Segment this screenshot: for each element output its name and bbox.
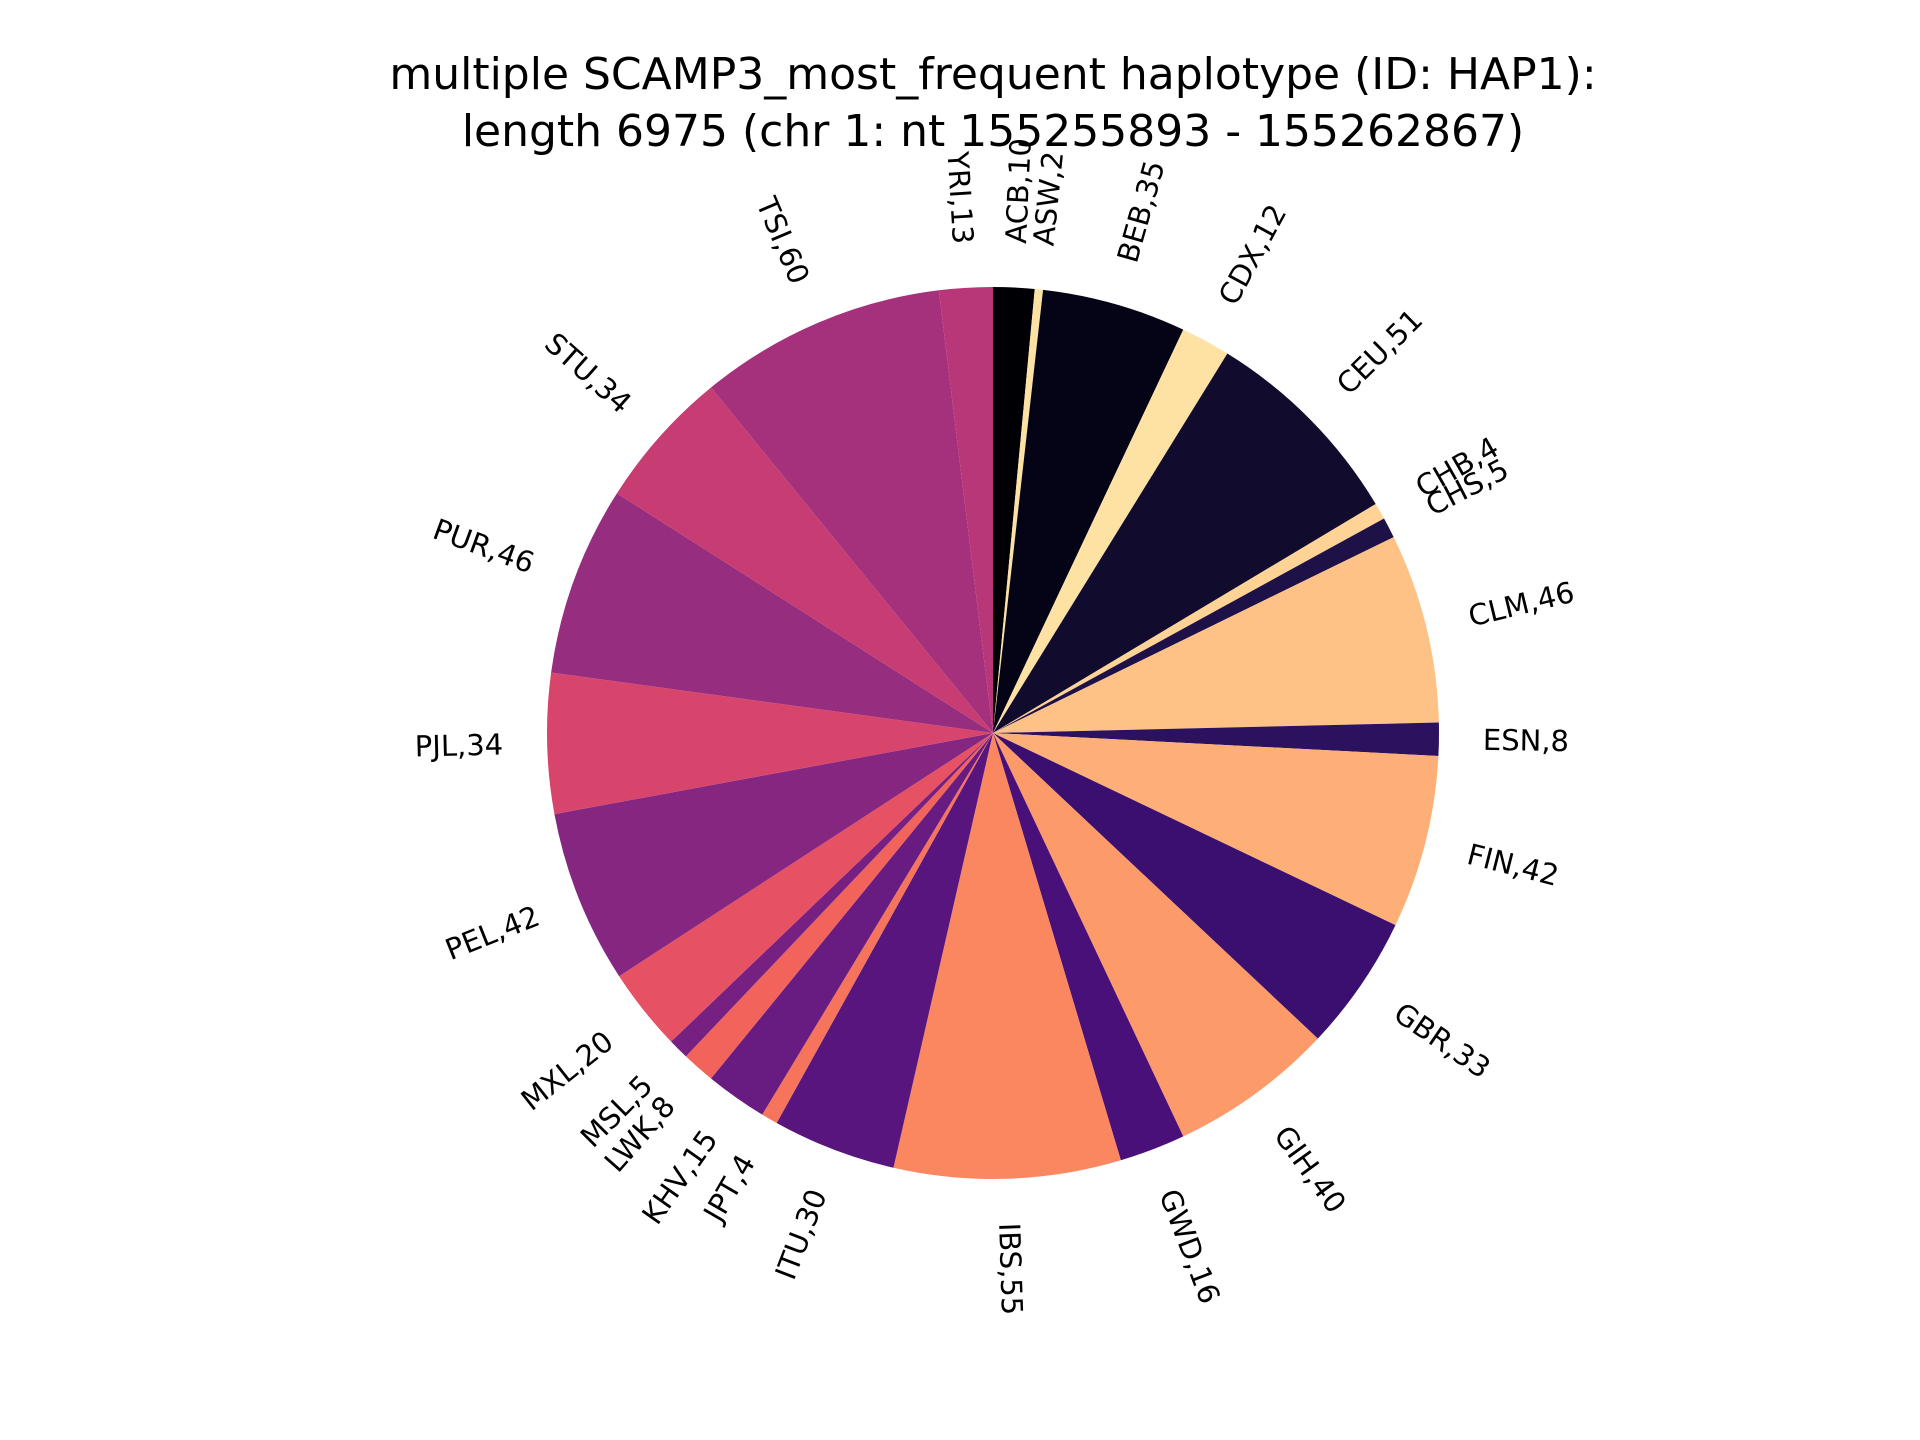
pie-slice-chs (993, 518, 1394, 733)
pie-slice-chb (993, 503, 1385, 733)
pie-slice-pur (551, 493, 993, 733)
pie-label-gwd: GWD,16 (1152, 1185, 1227, 1309)
pie-label-tsi: TSI,60 (749, 191, 816, 289)
pie-slice-jpt (762, 733, 993, 1124)
pie-label-itu: ITU,30 (768, 1185, 833, 1285)
pie-label-fin: FIN,42 (1464, 837, 1563, 893)
pie-slice-stu (616, 387, 993, 733)
pie-slice-gih (993, 733, 1318, 1137)
pie-slice-gbr (993, 733, 1396, 1039)
pie-slice-clm (993, 537, 1439, 733)
pie-label-stu: STU,34 (538, 326, 638, 420)
pie-slice-pjl (547, 672, 993, 815)
pie-slice-ceu (993, 353, 1376, 733)
pie-slice-esn (993, 722, 1440, 756)
pie-slice-itu (776, 733, 993, 1168)
pie-slice-ibs (893, 733, 1121, 1180)
pie-slice-acb (993, 287, 1035, 733)
pie-slice-khv (710, 733, 993, 1115)
pie-slices (547, 287, 1440, 1180)
pie-label-gih: GIH,40 (1267, 1119, 1353, 1219)
pie-slice-msl (671, 733, 993, 1057)
pie-label-pel: PEL,42 (441, 899, 545, 967)
pie-label-esn: ESN,8 (1483, 723, 1570, 758)
pie-label-pjl: PJL,34 (414, 727, 503, 763)
pie-label-cdx: CDX,12 (1212, 199, 1294, 311)
pie-slice-gwd (993, 733, 1184, 1161)
pie-slice-yri (938, 287, 993, 733)
pie-slice-fin (993, 733, 1439, 926)
pie-slice-tsi (710, 290, 993, 733)
pie-slice-pel (554, 733, 993, 977)
pie-label-beb: BEB,35 (1110, 157, 1171, 267)
chart-title-line-2: length 6975 (chr 1: nt 155255893 - 15526… (462, 106, 1524, 157)
pie-label-yri: YRI,13 (940, 150, 980, 245)
pie-slice-beb (993, 289, 1184, 733)
pie-label-ibs: IBS,55 (992, 1222, 1029, 1316)
pie-slice-asw (993, 288, 1044, 733)
pie-label-pur: PUR,46 (429, 512, 539, 580)
pie-slice-mxl (619, 733, 993, 1042)
pie-slice-lwk (685, 733, 993, 1079)
pie-label-acb: ACB,10 (999, 137, 1038, 244)
pie-label-clm: CLM,46 (1465, 575, 1578, 634)
pie-label-gbr: GBR,33 (1388, 996, 1497, 1085)
pie-label-ceu: CEU,51 (1330, 302, 1429, 401)
pie-slice-cdx (993, 329, 1228, 733)
chart-title-line-1: multiple SCAMP3_most_frequent haplotype … (389, 49, 1596, 100)
